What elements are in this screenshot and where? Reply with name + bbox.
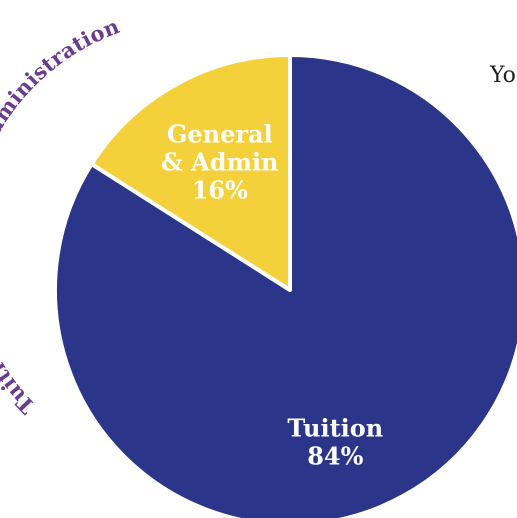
partial-side-text: Yo — [489, 63, 516, 88]
slice-name-label-general-admin-1: & Admin — [161, 147, 278, 176]
slice-value-label-tuition: 84% — [307, 441, 363, 470]
pie-slice-general-admin — [89, 53, 292, 292]
slice-value-label-general-admin: 16% — [192, 175, 248, 204]
pie-slices — [53, 53, 517, 518]
pie-slice-tuition — [53, 53, 517, 518]
slice-name-label-tuition-0: Tuition — [287, 413, 383, 442]
slice-name-label-general-admin-0: General — [167, 119, 273, 148]
